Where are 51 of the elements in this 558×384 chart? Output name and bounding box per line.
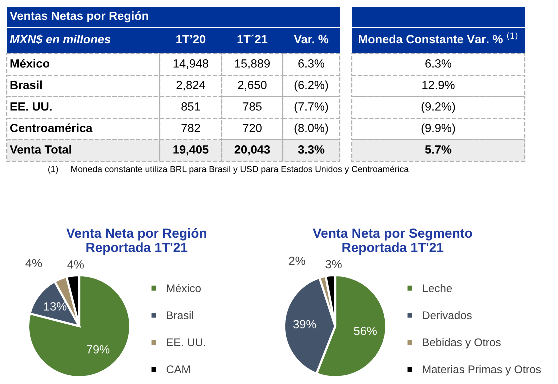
text: 5.7% <box>425 146 452 154</box>
text: EE. UU. <box>10 102 52 111</box>
legend-label: CAM <box>166 366 190 374</box>
text: 14,948 <box>174 60 209 70</box>
data-label: 13% <box>44 302 67 311</box>
text: 785 <box>243 102 262 111</box>
pie-slice <box>27 274 132 378</box>
text: 6.3% <box>426 60 452 68</box>
text: Brasil <box>10 80 42 90</box>
text: 782 <box>182 124 200 132</box>
data-label: 39% <box>294 320 316 329</box>
legend-label: Leche <box>423 284 452 292</box>
text: (7.7%) <box>294 102 328 114</box>
text: 1T’20 <box>176 35 206 44</box>
text: Centroamérica <box>10 124 93 132</box>
text: Var. % <box>294 35 329 44</box>
text: 2,650 <box>238 81 267 91</box>
text: 720 <box>243 124 262 132</box>
data-label: 3% <box>326 260 342 269</box>
text: (9.9%) <box>422 124 456 135</box>
text: (1) Moneda constante utiliza BRL para Brasil y USD para Estados Unidos y Centroamérica <box>48 166 410 174</box>
data-label: 56% <box>354 326 377 336</box>
legend-label: EE. UU. <box>167 338 206 346</box>
chart-title: Venta Neta por Región Reportada 1T'21 <box>66 228 206 255</box>
text: 19,405 <box>174 146 209 156</box>
text: (9.2%) <box>422 102 456 114</box>
text: 15,889 <box>235 60 270 70</box>
legend-label: Bebidas y Otros <box>423 338 501 349</box>
text: Moneda Constante Var. % $^{(1)}$ <box>359 32 518 44</box>
text: 3.3% <box>298 146 325 154</box>
data-label: 4% <box>26 259 42 268</box>
text: 2,824 <box>176 81 206 91</box>
legend-label: Derivados <box>423 311 472 320</box>
text: Venta Total <box>10 145 72 154</box>
text: 1T´21 <box>238 34 268 44</box>
data-label: 79% <box>87 345 110 354</box>
legend-label: México <box>167 284 202 292</box>
legend-label: Materias Primas y Otros <box>423 365 542 376</box>
data-label: 4% <box>68 260 84 269</box>
chart-title: Venta Neta por Segmento Reportada 1T'21 <box>313 228 472 255</box>
text: 6.3% <box>298 60 325 68</box>
text: 12.9% <box>422 81 455 90</box>
text: Ventas Netas por Región <box>10 11 148 23</box>
text: México <box>10 59 50 68</box>
text: 851 <box>182 102 200 111</box>
text: (6.2%) <box>294 80 328 92</box>
text: MXN$ en millones <box>10 34 111 44</box>
text: (8.0%) <box>294 124 328 135</box>
text: 20,043 <box>234 146 270 156</box>
legend-label: Brasil <box>167 311 194 320</box>
data-label: 2% <box>289 256 306 266</box>
